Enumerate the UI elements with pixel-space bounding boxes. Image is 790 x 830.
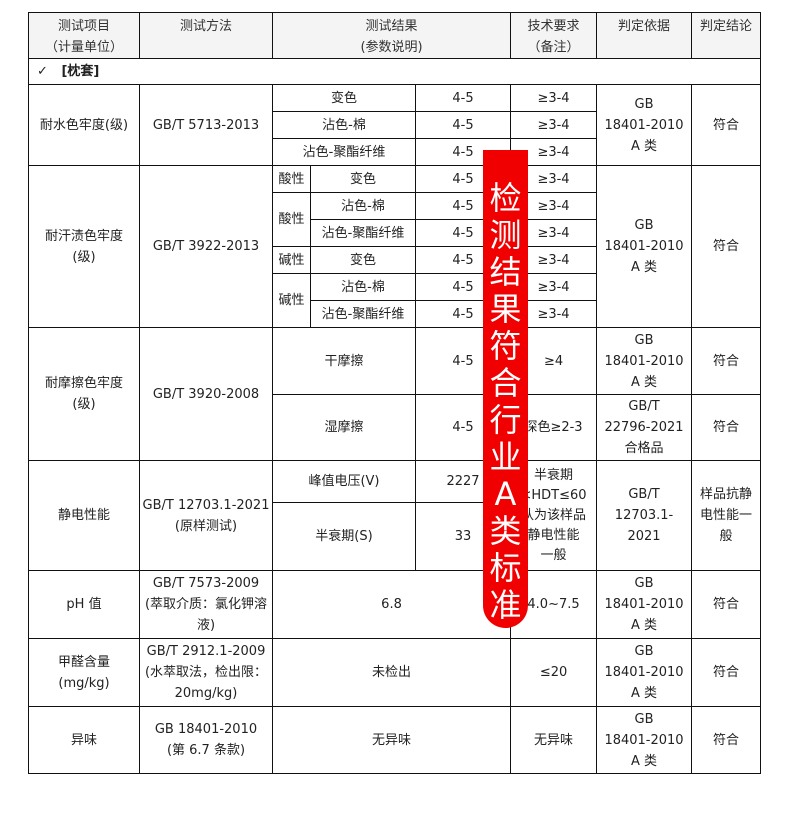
param-cell: 沾色-聚酯纤维 (272, 138, 416, 166)
table-row: pH 值 GB/T 7573-2009 (萃取介质：氯化钾溶液) 6.8 4.0~… (28, 570, 762, 639)
method-cell: GB/T 5713-2013 (139, 84, 273, 166)
basis-cell: GB 18401-2010 A 类 (596, 327, 693, 395)
acid-label: 酸性 (272, 165, 311, 193)
conclusion-cell: 样品抗静电性能一般 (691, 460, 762, 571)
header-row: 测试项目 （计量单位） 测试方法 测试结果 (参数说明) 技术要求 （备注） 判定依据… (28, 12, 762, 59)
param-cell: 半衰期(S) (272, 502, 416, 571)
header-conclusion: 判定结论 (691, 12, 762, 59)
basis-cell: GB 18401-2010 A 类 (596, 706, 693, 774)
table-row: 异味 GB 18401-2010 (第 6.7 条款) 无异味 无异味 GB 184… (28, 706, 762, 774)
item-cell: 耐水色牢度(级) (28, 84, 140, 166)
req-cell: ≥3-4 (510, 111, 598, 139)
param-cell: 干摩擦 (272, 327, 416, 395)
basis-cell: GB 18401-2010 A 类 (596, 638, 693, 707)
banner-char: 果 (489, 290, 522, 328)
basis-cell: GB/T 22796-2021 合格品 (596, 394, 693, 461)
param-cell: 变色 (272, 84, 416, 112)
param-cell: 变色 (310, 246, 416, 274)
conclusion-cell: 符合 (691, 638, 762, 707)
value-cell: 6.8 (271, 570, 512, 639)
header-item: 测试项目 （计量单位） (28, 12, 140, 59)
table-row: 耐汗渍色牢度 (级) GB/T 3922-2013 酸性 变色 4-5 ≥3-4 … (28, 165, 762, 328)
table-row: 沾色-聚酯纤维 4-5 ≥3-4 (29, 138, 761, 166)
basis-cell: GB 18401-2010 A 类 (596, 84, 693, 166)
header-method: 测试方法 (139, 12, 273, 59)
header-basis: 判定依据 (596, 12, 693, 59)
banner-char: A (494, 475, 517, 513)
banner-char: 结 (489, 253, 522, 291)
req-cell: 无异味 (510, 706, 598, 774)
table-row: 耐水色牢度(级) GB/T 5713-2013 变色 4-5 ≥3-4 GB 18… (28, 84, 762, 166)
banner-char: 测 (489, 216, 522, 254)
method-cell: GB/T 3920-2008 (139, 327, 273, 461)
table-row: 耐摩擦色牢度 (级) GB/T 3920-2008 干摩擦 4-5 ≥4 GB 18… (28, 327, 762, 461)
section-pillowcase: ✓ [枕套] (27, 58, 762, 85)
banner-char: 类 (489, 512, 522, 550)
banner-char: 标 (489, 549, 522, 587)
basis-cell: GB 18401-2010 A 类 (596, 570, 693, 639)
conclusion-cell: 符合 (691, 327, 762, 395)
method-cell: GB 18401-2010 (第 6.7 条款) (139, 706, 273, 774)
param-cell: 峰值电压(V) (272, 460, 416, 503)
conclusion-cell: 符合 (691, 394, 762, 461)
item-cell: 异味 (28, 706, 140, 774)
item-cell: 静电性能 (28, 460, 140, 571)
test-report-table: 测试项目 （计量单位） 测试方法 测试结果 (参数说明) 技术要求 （备注） 判定依据… (27, 12, 762, 774)
method-cell: GB/T 2912.1-2009 (水萃取法，检出限：20mg/kg) (139, 638, 273, 707)
banner-char: 业 (489, 438, 522, 476)
item-cell: pH 值 (28, 570, 140, 639)
param-cell: 沾色-聚酯纤维 (310, 300, 416, 328)
param-cell: 沾色-聚酯纤维 (310, 219, 416, 247)
method-cell: GB/T 7573-2009 (萃取介质：氯化钾溶液) (139, 570, 273, 639)
table-row: 沾色-棉 4-5 ≥3-4 (29, 111, 761, 139)
param-cell: 湿摩擦 (272, 394, 416, 461)
item-cell: 甲醛含量 (mg/kg) (28, 638, 140, 707)
banner-char: 合 (489, 364, 522, 402)
value-cell: 4-5 (414, 111, 512, 139)
alkali-label: 碱性 (272, 246, 311, 274)
value-cell: 未检出 (271, 638, 512, 707)
method-cell: GB/T 3922-2013 (139, 165, 273, 328)
header-req: 技术要求 （备注） (510, 12, 598, 59)
check-icon: ✓ (37, 64, 48, 79)
acid-label: 酸性 (272, 192, 311, 247)
param-cell: 沾色-棉 (310, 273, 416, 301)
alkali-label: 碱性 (272, 273, 311, 328)
basis-cell: GB/T 12703.1-2021 (596, 460, 693, 571)
banner-char: 检 (489, 179, 522, 217)
banner-char: 符 (489, 327, 522, 365)
item-cell: 耐摩擦色牢度 (级) (28, 327, 140, 461)
value-cell: 4-5 (414, 84, 512, 112)
table-row: 静电性能 GB/T 12703.1-2021 (原样测试) 峰值电压(V) 222… (28, 460, 762, 571)
param-cell: 沾色-棉 (272, 111, 416, 139)
conclusion-cell: 符合 (691, 570, 762, 639)
banner-char: 准 (489, 586, 522, 624)
banner-char: 行 (489, 401, 522, 439)
header-result: 测试结果 (参数说明) (271, 12, 512, 59)
param-cell: 沾色-棉 (310, 192, 416, 220)
req-cell: ≥3-4 (510, 84, 598, 112)
item-cell: 耐汗渍色牢度 (级) (28, 165, 140, 328)
req-cell: ≤20 (510, 638, 598, 707)
conclusion-cell: 符合 (691, 165, 762, 328)
conclusion-cell: 符合 (691, 706, 762, 774)
table-row: 甲醛含量 (mg/kg) GB/T 2912.1-2009 (水萃取法，检出限：20… (28, 638, 762, 707)
param-cell: 变色 (310, 165, 416, 193)
value-cell: 无异味 (271, 706, 512, 774)
method-cell: GB/T 12703.1-2021 (原样测试) (139, 460, 273, 571)
basis-cell: GB 18401-2010 A 类 (596, 165, 693, 328)
conclusion-cell: 符合 (691, 84, 762, 166)
